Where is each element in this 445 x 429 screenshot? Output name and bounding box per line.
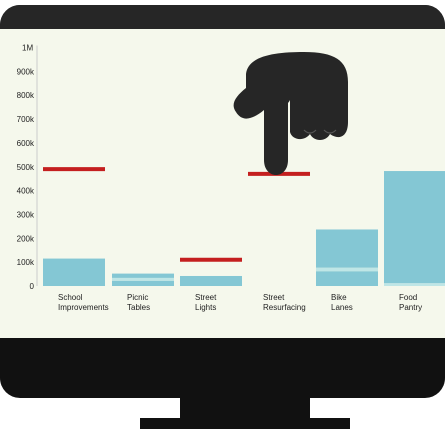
hand-knuckle bbox=[323, 129, 337, 134]
category-label: School Improvements bbox=[58, 293, 109, 312]
y-tick-label: 600k bbox=[17, 139, 35, 148]
category-label: Bike Lanes bbox=[331, 293, 353, 312]
category-label: Street Lights bbox=[195, 293, 217, 312]
pointing-hand-icon bbox=[233, 52, 348, 175]
bar-segment bbox=[112, 280, 174, 286]
y-tick-label: 700k bbox=[17, 115, 35, 124]
y-tick-label: 400k bbox=[17, 187, 35, 196]
bar-segment bbox=[112, 273, 174, 278]
category-label: Food Pantry bbox=[399, 293, 422, 312]
hand-palm bbox=[233, 52, 348, 140]
bar-segment bbox=[43, 258, 105, 286]
budget-chart: 0 100k 200k 300k 400k 500k 600k 700k 800k 900k 1M S… bbox=[17, 44, 445, 312]
bar-segment bbox=[316, 267, 378, 272]
y-tick-label: 200k bbox=[17, 234, 35, 243]
bar-segment bbox=[384, 283, 445, 286]
bar-segment bbox=[384, 171, 445, 284]
hand-knuckle bbox=[303, 129, 317, 134]
y-tick-label: 0 bbox=[30, 282, 35, 291]
category-label: Street Resurfacing bbox=[263, 293, 306, 312]
monitor-stand-base bbox=[140, 418, 350, 429]
y-tick-label: 500k bbox=[17, 163, 35, 172]
bar-segment bbox=[316, 271, 378, 286]
y-tick-label: 300k bbox=[17, 210, 35, 219]
bar-segment bbox=[180, 275, 242, 286]
y-tick-label: 1M bbox=[22, 44, 33, 53]
y-tick-label: 100k bbox=[17, 258, 35, 267]
y-tick-label: 900k bbox=[17, 67, 35, 76]
bar-segment bbox=[112, 277, 174, 281]
bar-segment bbox=[316, 229, 378, 268]
category-label: Picnic Tables bbox=[127, 293, 150, 312]
monitor-screen bbox=[0, 29, 445, 338]
y-tick-label: 800k bbox=[17, 91, 35, 100]
